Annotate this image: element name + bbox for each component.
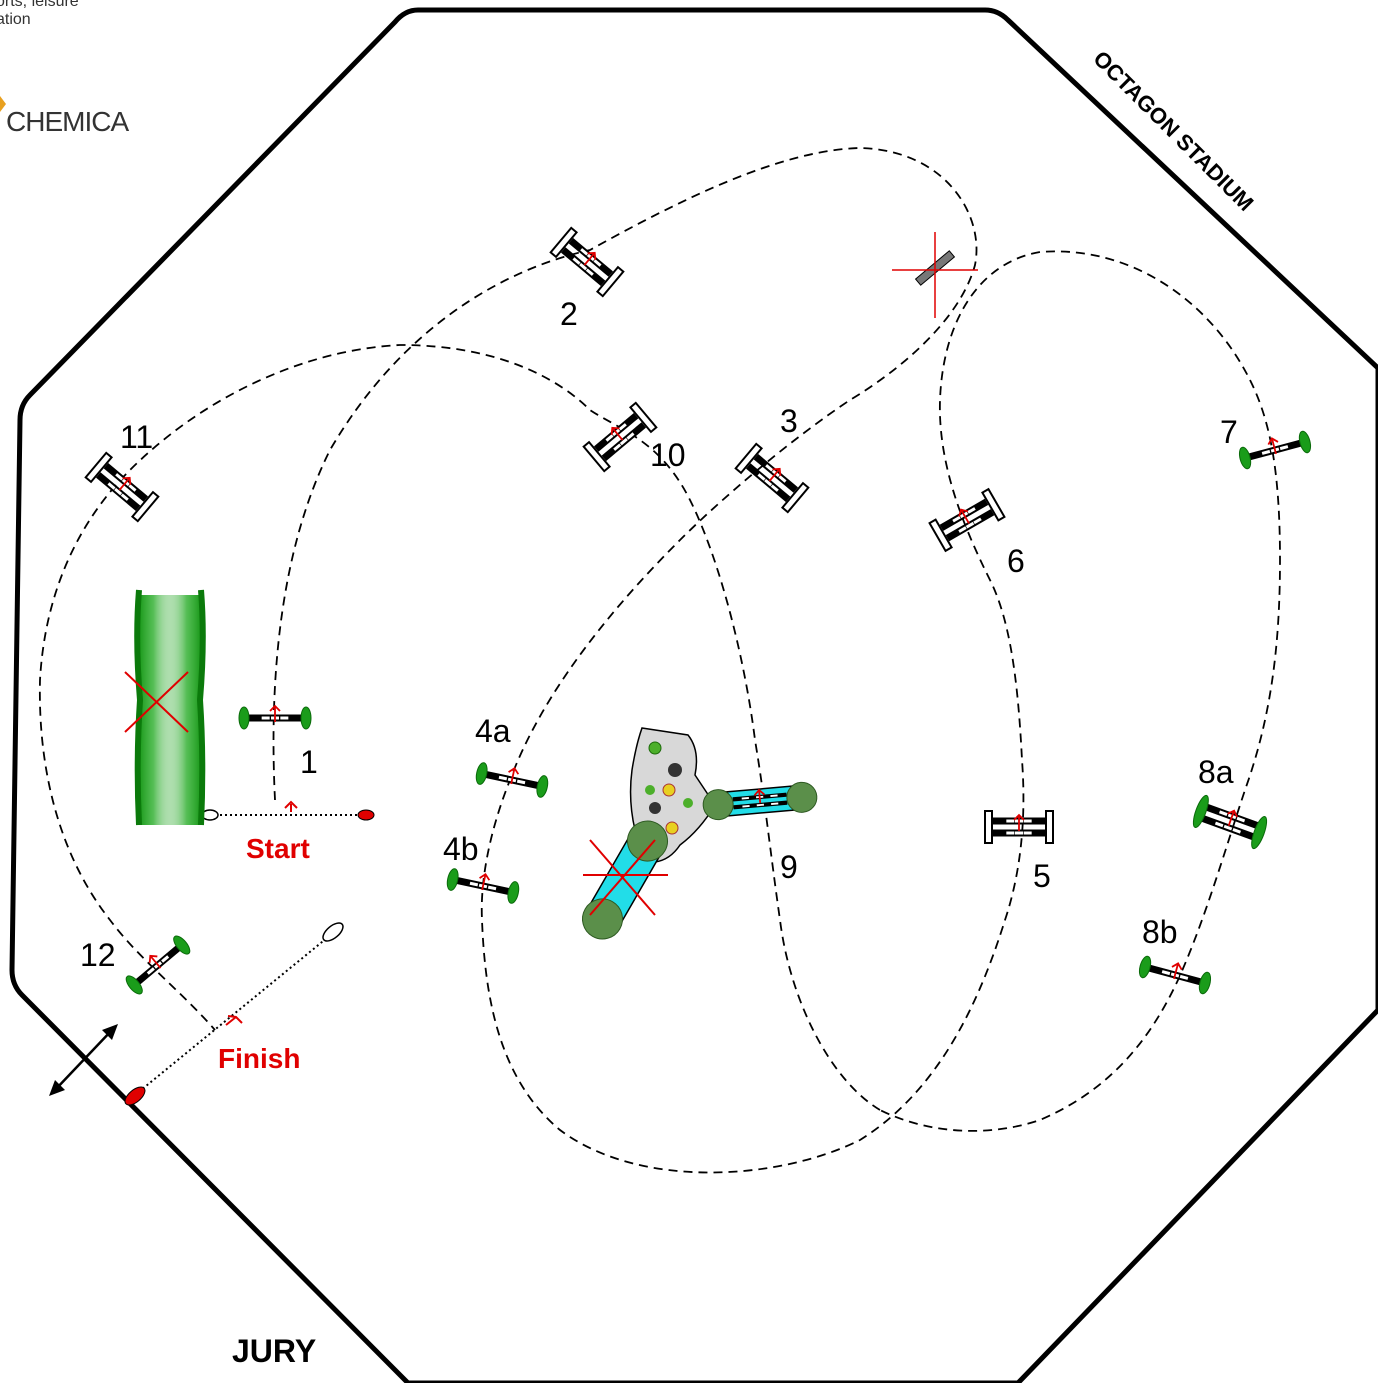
obstacle-label-7: 7 [1220, 414, 1238, 450]
jury-label: JURY [232, 1333, 316, 1369]
obstacle-label-9: 9 [780, 849, 798, 885]
obstacle-label-8b: 8b [1142, 914, 1178, 950]
obstacle-4b [446, 868, 520, 904]
obstacle-label-11: 11 [120, 419, 153, 455]
obstacle-label-12: 12 [80, 937, 116, 973]
stadium-name: OCTAGON STADIUM [1088, 46, 1258, 216]
water-complex [582, 727, 716, 940]
obstacle-5 [984, 810, 1054, 844]
logo-brand: CHEMICA [6, 106, 129, 137]
obstacle-1 [238, 704, 312, 730]
sponsor-logo: orts, leisure ation CHEMICA [0, 0, 130, 137]
entrance-arrow-icon [49, 1024, 118, 1096]
obstacle-10 [582, 401, 658, 473]
obstacle-label-3: 3 [780, 403, 798, 439]
obstacle-4a [475, 762, 549, 798]
obstacle-label-1: 1 [300, 744, 318, 780]
finish-label: Finish [218, 1043, 300, 1074]
obstacle-9 [702, 781, 818, 821]
obstacle-8b [1138, 955, 1212, 995]
arena-boundary [9, 7, 1378, 1383]
logo-text-line2: ation [0, 11, 31, 28]
obstacle-label-6: 6 [1007, 543, 1025, 579]
obstacle-12 [125, 935, 191, 995]
obstacle-label-4a: 4a [475, 713, 511, 749]
start-label: Start [246, 833, 310, 864]
obstacle-label-8a: 8a [1198, 754, 1234, 790]
obstacle-label-5: 5 [1033, 858, 1051, 894]
hedge-obstacle-crossed [124, 589, 206, 826]
obstacle-label-2: 2 [560, 296, 578, 332]
obstacle-11 [84, 451, 160, 523]
logo-text-line1: orts, leisure [0, 0, 79, 10]
unused-plank-crossed [892, 232, 978, 318]
obstacle-3 [734, 442, 810, 514]
finish-line [124, 922, 344, 1106]
obstacle-6 [928, 487, 1006, 553]
logo-mark-icon [0, 96, 6, 112]
obstacles-layer [84, 226, 1312, 995]
obstacle-2 [549, 226, 625, 298]
obstacle-label-4b: 4b [443, 831, 479, 867]
course-route [38, 147, 1281, 1174]
obstacle-7 [1238, 430, 1312, 470]
obstacle-label-10: 10 [650, 437, 686, 473]
start-line [201, 800, 375, 821]
obstacle-8a [1192, 794, 1268, 850]
obstacle-labels: 1 2 3 4a 4b 5 6 7 8a 8b 9 10 11 12 [80, 296, 1238, 973]
